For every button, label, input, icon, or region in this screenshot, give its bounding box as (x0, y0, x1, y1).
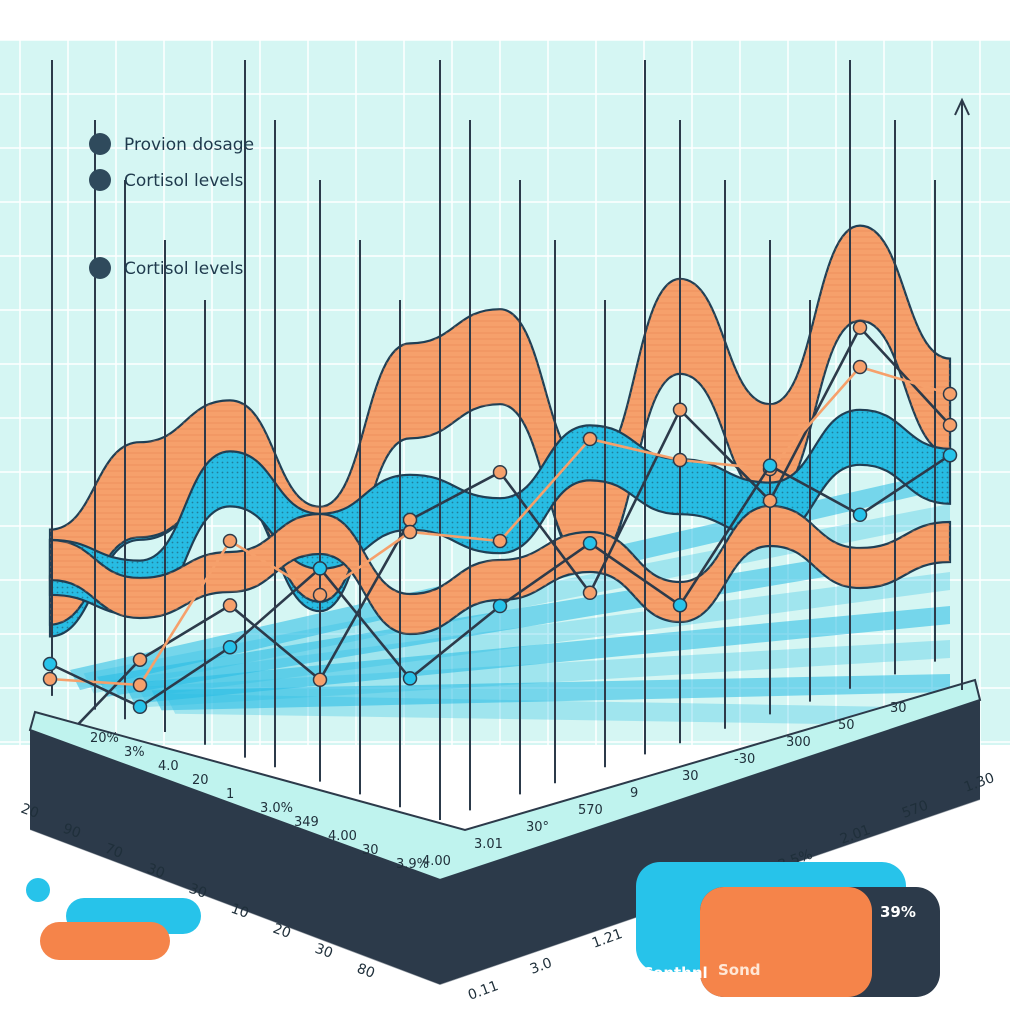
series-point (492, 464, 508, 480)
series-point (672, 597, 688, 613)
legend-label: Cortisol levels (124, 171, 243, 191)
series-point (222, 533, 238, 549)
outer-tick-label: 80 (355, 961, 377, 982)
legend-marker-icon (89, 169, 111, 191)
outer-tick-label: 20 (19, 801, 41, 822)
series-point (852, 320, 868, 335)
band-cyan-mid-texture (50, 409, 950, 616)
series-lines (42, 320, 958, 761)
series-point (312, 587, 328, 603)
sond-pill (700, 887, 872, 997)
outer-tick-label: 70 (103, 841, 125, 862)
series-point (492, 598, 508, 614)
series-point (582, 585, 598, 601)
platform-tick-label: 300 (786, 735, 811, 750)
series-point (582, 431, 598, 447)
floor-stripe (151, 674, 951, 711)
platform-tick-label: 30° (526, 820, 549, 835)
platform-tick-label: 9 (630, 786, 638, 801)
platform-tick-label: 3.0% (260, 801, 293, 816)
series-point (222, 598, 238, 613)
platform-tick-label: 30 (890, 701, 907, 716)
series-point (312, 561, 328, 576)
platform-tick-label: 30 (362, 843, 379, 858)
series-point (762, 493, 778, 508)
outer-tick-label: 20 (271, 921, 293, 942)
outer-tick-label: 10 (229, 901, 251, 922)
series-point (852, 507, 868, 523)
series-point (582, 535, 598, 551)
pill-1-label: Conthnl (642, 964, 708, 982)
y-axis-arrow (954, 97, 970, 690)
platform-tick-label: 349 (294, 815, 319, 830)
legend-marker-icon (89, 133, 111, 155)
series-point (132, 699, 148, 715)
series-point (132, 677, 148, 693)
platform-tick-label: 20% (90, 731, 119, 746)
series-point (402, 524, 418, 540)
series-point (852, 359, 868, 375)
floor-stripe (165, 693, 950, 726)
platform-tick-label: 3.9% (396, 857, 429, 872)
floor-stripe (97, 538, 950, 697)
legend-marker-icon (89, 257, 111, 279)
series-point (402, 671, 418, 686)
axis-platform (28, 678, 982, 986)
outer-tick-label: 3.0 (528, 955, 554, 978)
series-point (672, 452, 688, 468)
series-point (672, 402, 688, 418)
platform-tick-label: -30 (734, 752, 755, 767)
platform-tick-labels: 20% 3% 4.0 20 1 3.0%349 4.00 30 3.9% 30 50 300 -30 30… (90, 701, 907, 872)
platform-tick-label: 3.01 (474, 837, 503, 852)
floor-stripe (124, 606, 950, 704)
platform-tick-label: 30 (682, 769, 699, 784)
legend-label: Cortisol levels (124, 259, 243, 279)
series-point (942, 417, 958, 433)
platform-tick-label: 4.0 (158, 759, 179, 774)
pill-2-label: Sond (718, 961, 761, 979)
platform-tick-label: 50 (838, 718, 855, 733)
outer-tick-label: 0.11 (466, 978, 501, 1004)
outer-tick-label: 30 (313, 941, 335, 962)
bottom-legend: Conthnl Sond 39% (26, 862, 940, 997)
legend-dot-icon (26, 878, 50, 902)
series-point (762, 458, 778, 473)
outer-tick-label: 30 (145, 861, 167, 882)
orange-pill (40, 922, 170, 960)
legend: Provion dosage Cortisol levels Cortisol le… (89, 133, 254, 279)
platform-tick-label: 1 (226, 787, 234, 802)
series-point (402, 512, 418, 528)
series-point (492, 533, 508, 549)
platform-tick-label: 570 (578, 803, 603, 818)
series-point (942, 447, 958, 463)
series-point (42, 656, 58, 672)
pill-2-value: 39% (880, 903, 916, 921)
series-point (942, 386, 958, 402)
legend-label: Provion dosage (124, 135, 254, 155)
platform-tick-label: 3% (124, 745, 145, 760)
platform-tick-label: 4.00 (328, 829, 357, 844)
outer-tick-label: 30 (187, 881, 209, 902)
platform-tick-label: 20 (192, 773, 209, 788)
platform-tick-label: 4.00 (422, 854, 451, 869)
series-point (42, 671, 58, 687)
series-point (222, 639, 238, 655)
outer-tick-label: 90 (61, 821, 83, 842)
series-point (132, 652, 148, 667)
series-point (312, 672, 328, 688)
